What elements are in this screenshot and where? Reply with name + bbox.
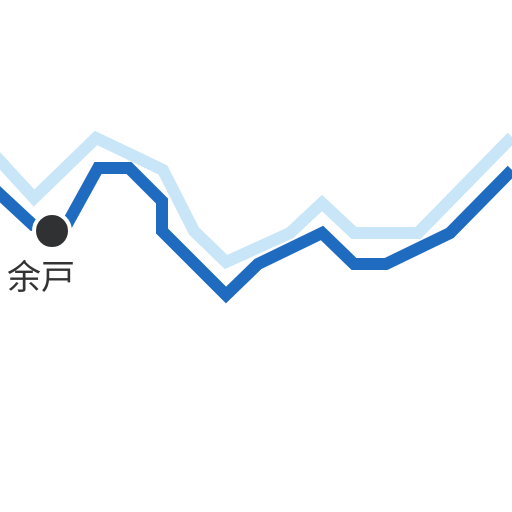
route-line-dark[interactable]: [0, 162, 512, 304]
station-label: 余戸: [7, 258, 75, 298]
route-line-light[interactable]: [0, 130, 512, 270]
station-marker[interactable]: [32, 211, 72, 251]
